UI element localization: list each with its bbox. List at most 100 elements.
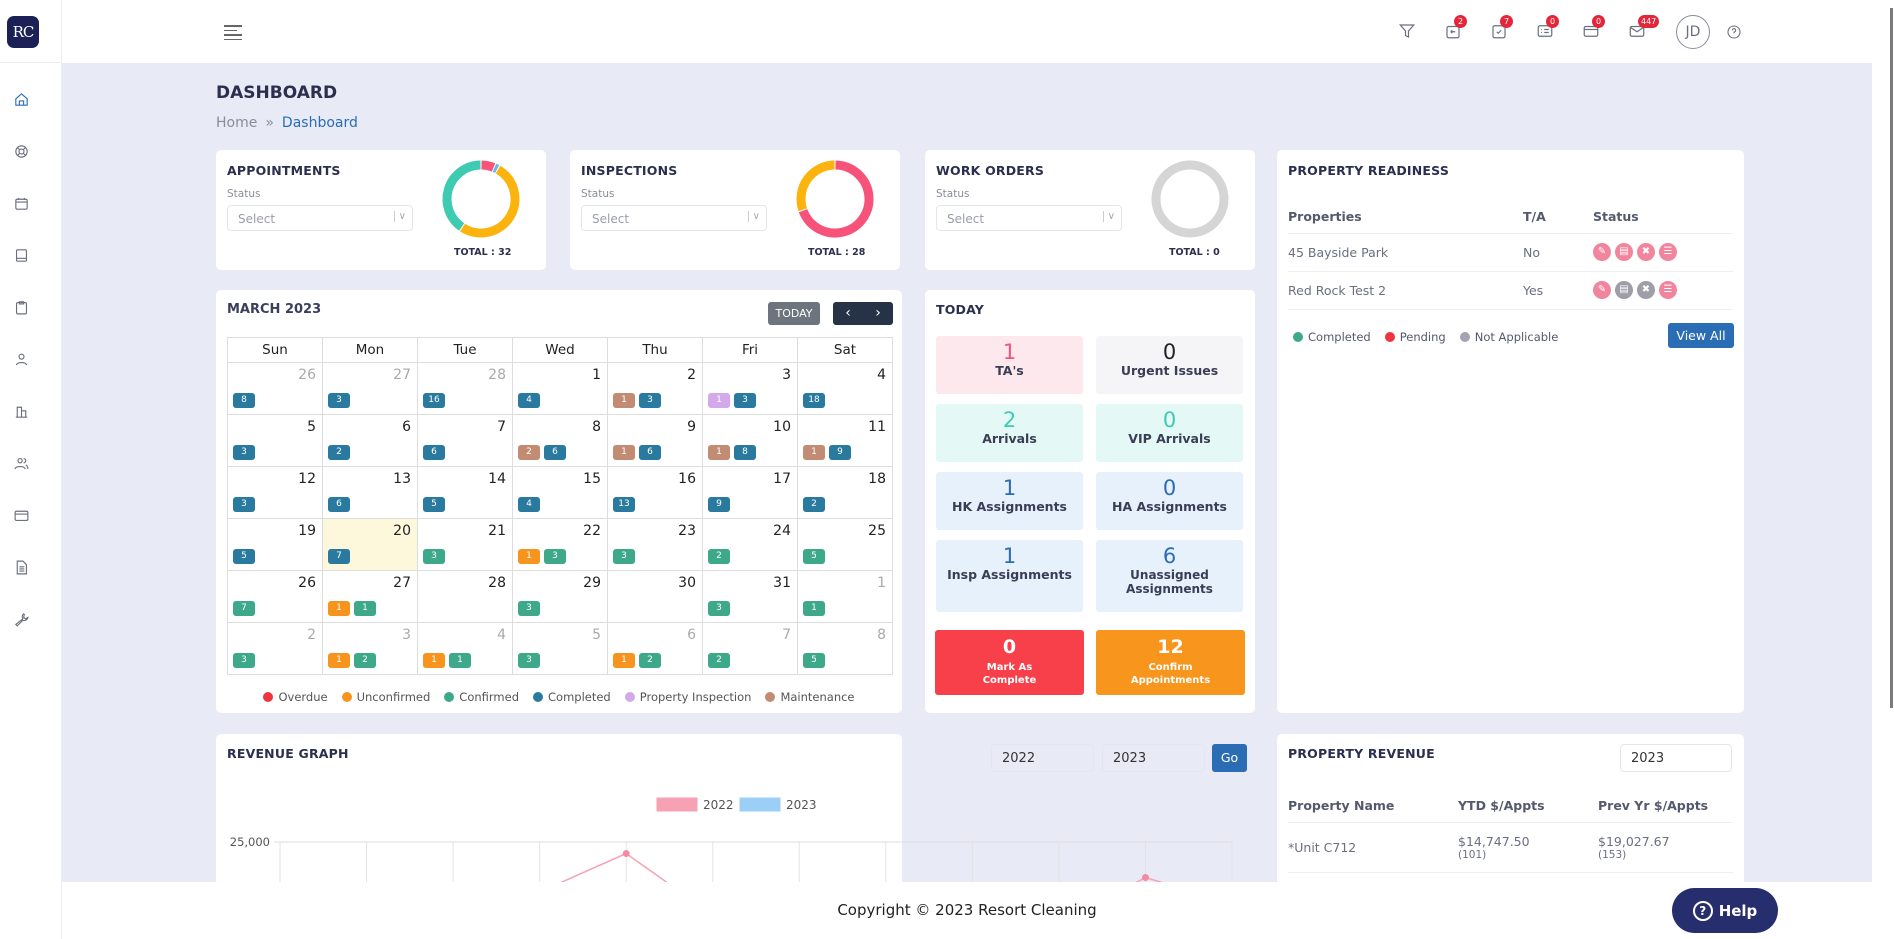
list-icon[interactable]: 0 [1536, 15, 1559, 42]
scrollbar-thumb[interactable] [1890, 8, 1893, 708]
property-revenue-year-input[interactable]: 2023 [1620, 744, 1732, 772]
event-badge[interactable]: 13 [613, 497, 635, 512]
calendar-day[interactable]: 27 1 1 [322, 570, 418, 623]
list-icon[interactable]: ☰ [1659, 243, 1677, 261]
avatar[interactable]: JD [1676, 15, 1710, 49]
event-badge[interactable]: 1 [354, 601, 376, 616]
today-tile-arrivals[interactable]: 2 Arrivals [936, 404, 1083, 462]
filter-icon[interactable] [1398, 22, 1418, 42]
calendar-day[interactable]: 11 1 9 [797, 414, 893, 467]
event-badge[interactable]: 3 [639, 393, 661, 408]
event-badge[interactable]: 8 [233, 393, 255, 408]
calendar-day[interactable]: 14 5 [417, 466, 513, 519]
checkin-icon[interactable]: 2 [1444, 15, 1467, 42]
support-icon[interactable] [10, 140, 32, 162]
event-badge[interactable]: 1 [328, 653, 350, 668]
view-all-button[interactable]: View All [1668, 323, 1734, 348]
event-badge[interactable]: 1 [449, 653, 471, 668]
year-from-input[interactable]: 2022 [991, 744, 1094, 772]
calendar-day[interactable]: 30 [607, 570, 703, 623]
calendar-day[interactable]: 16 13 [607, 466, 703, 519]
event-badge[interactable]: 1 [708, 393, 730, 408]
event-badge[interactable]: 3 [518, 653, 540, 668]
event-badge[interactable]: 4 [518, 497, 540, 512]
event-badge[interactable]: 16 [423, 393, 445, 408]
logo[interactable]: RC [7, 16, 39, 48]
go-button[interactable]: Go [1212, 744, 1247, 772]
event-badge[interactable]: 3 [233, 445, 255, 460]
event-badge[interactable]: 3 [544, 549, 566, 564]
wrench-icon[interactable] [10, 608, 32, 630]
event-badge[interactable]: 3 [518, 601, 540, 616]
calendar-day[interactable]: 25 5 [797, 518, 893, 571]
event-badge[interactable]: 18 [803, 393, 825, 408]
event-badge[interactable]: 6 [639, 445, 661, 460]
next-month-button[interactable]: › [863, 302, 893, 325]
confirm-appointments-button[interactable]: 12 Confirm Appointments [1096, 630, 1245, 695]
page-scrollbar[interactable] [1872, 0, 1894, 939]
today-tile-unassigned-assignments[interactable]: 6 Unassigned Assignments [1096, 540, 1243, 612]
property-name[interactable]: *Unit C712 [1288, 822, 1458, 873]
property-name[interactable]: 45 Bayside Park [1288, 233, 1523, 272]
calendar-day[interactable]: 17 9 [702, 466, 798, 519]
data-point[interactable] [622, 850, 630, 858]
event-badge[interactable]: 3 [233, 653, 255, 668]
inspection-icon[interactable]: ▤ [1615, 281, 1633, 299]
legend-swatch-2022[interactable] [656, 797, 698, 812]
data-point[interactable] [1141, 874, 1149, 882]
event-badge[interactable]: 2 [708, 653, 730, 668]
event-badge[interactable]: 1 [708, 445, 730, 460]
calendar-day[interactable]: 26 8 [227, 362, 323, 415]
calendar-day[interactable]: 27 3 [322, 362, 418, 415]
today-tile-vip-arrivals[interactable]: 0 VIP Arrivals [1096, 404, 1243, 462]
event-badge[interactable]: 1 [803, 445, 825, 460]
appointments-status-select[interactable]: Select ∨ [227, 205, 413, 231]
event-badge[interactable]: 1 [423, 653, 445, 668]
calendar-day[interactable]: 19 5 [227, 518, 323, 571]
event-badge[interactable]: 2 [354, 653, 376, 668]
property-name[interactable]: Red Rock Test 2 [1288, 271, 1523, 310]
clipboard-icon[interactable] [10, 296, 32, 318]
event-badge[interactable]: 2 [803, 497, 825, 512]
calendar-day[interactable]: 15 4 [512, 466, 608, 519]
tools-icon[interactable]: ✖ [1637, 243, 1655, 261]
event-badge[interactable]: 5 [233, 549, 255, 564]
calendar-day[interactable]: 23 3 [607, 518, 703, 571]
buildings-icon[interactable] [10, 400, 32, 422]
calendar-day[interactable]: 10 1 8 [702, 414, 798, 467]
document-icon[interactable] [10, 556, 32, 578]
calendar-icon[interactable] [10, 192, 32, 214]
event-badge[interactable]: 3 [708, 601, 730, 616]
calendar-day[interactable]: 12 3 [227, 466, 323, 519]
prev-month-button[interactable]: ‹ [833, 302, 863, 325]
event-badge[interactable]: 1 [803, 601, 825, 616]
menu-toggle-icon[interactable] [224, 25, 242, 40]
event-badge[interactable]: 2 [708, 549, 730, 564]
book-icon[interactable] [10, 244, 32, 266]
today-tile-hk-assignments[interactable]: 1 HK Assignments [936, 472, 1083, 530]
help-button[interactable]: ? Help [1672, 888, 1778, 933]
event-badge[interactable]: 7 [328, 549, 350, 564]
event-badge[interactable]: 5 [803, 653, 825, 668]
event-badge[interactable]: 6 [423, 445, 445, 460]
users-icon[interactable] [10, 452, 32, 474]
calendar-day[interactable]: 22 1 3 [512, 518, 608, 571]
mail-icon[interactable]: 447 [1628, 15, 1660, 42]
event-badge[interactable]: 9 [829, 445, 851, 460]
inspections-status-select[interactable]: Select ∨ [581, 205, 767, 231]
